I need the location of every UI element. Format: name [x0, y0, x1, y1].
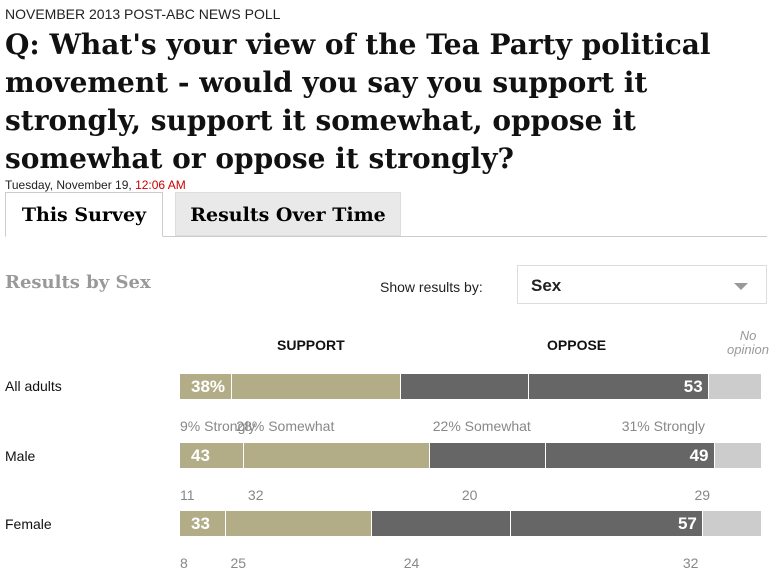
select-value: Sex: [531, 276, 562, 295]
sub-label-somewhat-oppose: 22% Somewhat: [432, 418, 531, 434]
chevron-down-icon: [734, 283, 748, 290]
bar-divider: [399, 374, 401, 399]
sub-label-somewhat-oppose: 20: [461, 487, 478, 503]
question-title: Q: What's your view of the Tea Party pol…: [5, 28, 711, 175]
bar-segment: [429, 443, 547, 468]
show-results-label: Show results by:: [380, 279, 483, 295]
oppose-value-label: 57: [677, 514, 697, 533]
oppose-header: OPPOSE: [547, 337, 607, 353]
bar-divider: [510, 511, 512, 536]
bar-segment: [708, 374, 761, 399]
bar-segment: [226, 511, 372, 536]
oppose-value-label: 49: [689, 446, 709, 465]
bar-segment: [371, 511, 512, 536]
results-by-select[interactable]: Sex: [517, 265, 767, 304]
row-label: All adults: [5, 378, 62, 394]
bar-divider: [707, 374, 709, 399]
support-value-label: 43: [191, 446, 210, 465]
sub-label-somewhat-support: 28% Somewhat: [236, 418, 335, 434]
no-opinion-header: No opinion: [727, 328, 769, 357]
bar-segment: [714, 443, 761, 468]
tab-bar: This Survey Results Over Time: [5, 192, 767, 237]
bar-segment: [180, 374, 233, 399]
sub-label-strongly-support: 8: [180, 555, 188, 571]
bar-divider: [701, 511, 703, 536]
bar-segment: [511, 511, 703, 536]
bar-divider: [713, 443, 715, 468]
results-title: Results by Sex: [5, 272, 151, 293]
support-value-label: 33: [191, 514, 210, 533]
sub-label-strongly-support: 11: [180, 487, 195, 503]
bar-divider: [242, 443, 244, 468]
sub-label-somewhat-oppose: 24: [403, 555, 420, 571]
bar-segment: [528, 374, 709, 399]
bar-divider: [370, 511, 372, 536]
support-header: SUPPORT: [277, 337, 345, 353]
poll-kicker: NOVEMBER 2013 POST-ABC NEWS POLL: [5, 6, 281, 22]
bar-segment: [546, 443, 715, 468]
sub-label-strongly-oppose: 32: [682, 555, 699, 571]
bar-segment: [400, 374, 529, 399]
row-label: Female: [5, 516, 52, 532]
bar-segment: [180, 443, 244, 468]
bar-segment: [702, 511, 761, 536]
tab-this-survey[interactable]: This Survey: [5, 192, 163, 237]
bar-segment: [232, 374, 401, 399]
sub-label-somewhat-support: 25: [230, 555, 247, 571]
sub-label-somewhat-support: 32: [247, 487, 264, 503]
bar-divider: [527, 374, 529, 399]
bar-divider: [225, 511, 227, 536]
bar-divider: [545, 443, 547, 468]
support-value-label: 38%: [191, 377, 226, 396]
bar-divider: [231, 374, 233, 399]
sub-label-strongly-oppose: 29: [694, 487, 711, 503]
row-label: Male: [5, 448, 36, 464]
bar-segment: [243, 443, 430, 468]
tab-results-over-time[interactable]: Results Over Time: [175, 192, 401, 236]
bar-divider: [428, 443, 430, 468]
dateline: Tuesday, November 19, 12:06 AM: [5, 178, 186, 192]
oppose-value-label: 53: [683, 377, 703, 396]
sub-label-strongly-oppose: 31% Strongly: [621, 418, 705, 434]
dateline-time: 12:06 AM: [135, 178, 186, 192]
bar-segment: [180, 511, 227, 536]
sub-label-strongly-support: 9% Strongly: [180, 418, 256, 434]
dateline-date: Tuesday, November 19,: [5, 178, 136, 192]
